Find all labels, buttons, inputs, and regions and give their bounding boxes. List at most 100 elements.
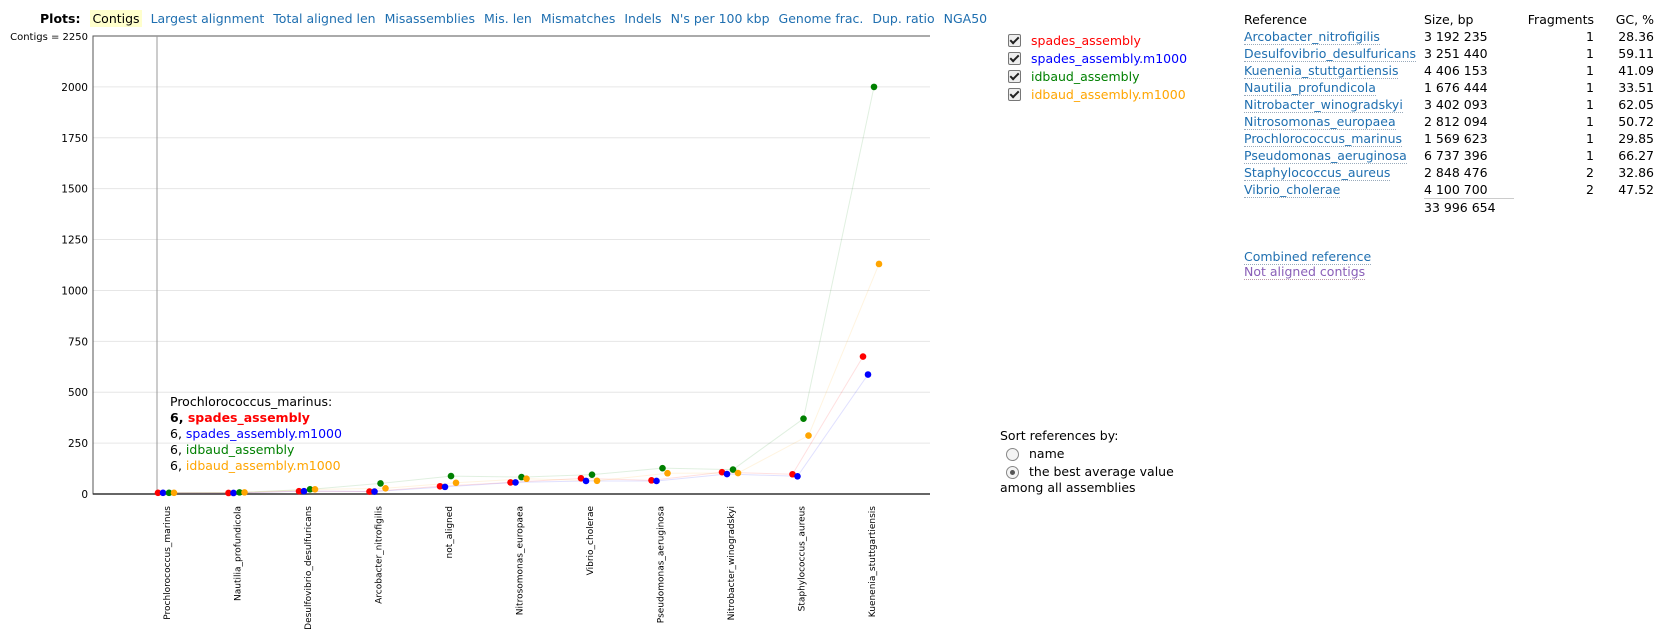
header-gc: GC, %: [1615, 12, 1654, 27]
data-point: [366, 488, 373, 495]
legend-checkbox[interactable]: [1008, 51, 1021, 65]
data-point: [870, 83, 878, 91]
legend: spades_assembly spades_assembly.m1000 idba…: [1008, 31, 1187, 103]
data-point: [377, 480, 384, 487]
tab-dup-ratio[interactable]: Dup. ratio: [872, 11, 935, 26]
not-aligned-contigs-link[interactable]: Not aligned contigs: [1244, 264, 1366, 280]
data-point: [593, 477, 601, 485]
y-tick-label: 1000: [61, 285, 88, 297]
data-point: [300, 487, 308, 495]
reference-link[interactable]: Pseudomonas_aeruginosa: [1244, 148, 1407, 164]
data-point: [664, 469, 671, 477]
tab-genome-frac[interactable]: Genome frac.: [778, 11, 864, 26]
data-point: [582, 477, 590, 485]
data-point: [452, 479, 460, 487]
reference-link[interactable]: Staphylococcus_aureus: [1244, 165, 1391, 181]
y-tick-label: 1250: [61, 235, 88, 247]
tab-nga50[interactable]: NGA50: [943, 11, 988, 26]
data-point: [225, 489, 232, 497]
fragments-cell: 1: [1586, 114, 1594, 129]
reference-name: Nitrobacter_winogradskyi: [1244, 96, 1424, 113]
gc-cell: 62.05: [1618, 97, 1654, 112]
radio-best-average[interactable]: [1006, 465, 1019, 479]
reference-link[interactable]: Nautilia_profundicola: [1244, 80, 1376, 96]
reference-link[interactable]: Vibrio_cholerae: [1244, 182, 1341, 199]
table-row: Nitrosomonas_europaea 2 812 094 1 50.72: [1244, 113, 1654, 130]
combined-reference-link[interactable]: Combined reference: [1244, 249, 1372, 265]
data-point: [723, 470, 731, 478]
tab-indels[interactable]: Indels: [624, 11, 662, 26]
legend-checkbox[interactable]: [1008, 69, 1021, 83]
plots-label: Plots:: [40, 11, 81, 26]
plots-nav: Plots: Contigs Largest alignment Total ali…: [40, 10, 996, 27]
reference-link[interactable]: Prochlorococcus_marinus: [1244, 131, 1403, 147]
tab-largest-alignment[interactable]: Largest alignment: [150, 11, 265, 26]
fragments-cell: 1: [1586, 80, 1594, 95]
data-point: [230, 489, 237, 497]
fragments-cell: 1: [1586, 131, 1594, 146]
y-tick-label: 250: [68, 438, 88, 450]
data-point: [382, 485, 389, 492]
legend-item[interactable]: idbaud_assembly: [1008, 67, 1187, 85]
data-point: [447, 472, 455, 480]
sort-note: among all assemblies: [1000, 480, 1136, 495]
tooltip-line: 6, idbaud_assembly.m1000: [170, 458, 341, 473]
data-point: [436, 482, 444, 490]
y-tick-label: 1750: [61, 133, 88, 145]
sort-option-best[interactable]: the best average value: [1006, 464, 1174, 480]
legend-checkbox[interactable]: [1008, 33, 1021, 47]
size-cell: 3 251 440: [1424, 46, 1488, 61]
legend-label: spades_assembly.m1000: [1031, 50, 1188, 66]
fragments-cell: 2: [1586, 182, 1594, 198]
fragments-cell: 1: [1586, 46, 1594, 61]
data-point: [523, 475, 530, 483]
tooltip-line: 6, spades_assembly: [170, 410, 310, 426]
tab-contigs[interactable]: Contigs: [90, 10, 142, 27]
sort-panel: Sort references by: name the best averag…: [1000, 428, 1174, 496]
reference-link[interactable]: Kuenenia_stuttgartiensis: [1244, 63, 1399, 79]
total-row: 33 996 654: [1244, 198, 1654, 216]
tab-mismatches[interactable]: Mismatches: [540, 11, 616, 26]
data-point: [659, 464, 666, 472]
x-tick-label: Staphylococcus_aureus: [798, 506, 808, 612]
legend-item[interactable]: spades_assembly: [1008, 31, 1187, 49]
reference-link[interactable]: Desulfovibrio_desulfuricans: [1244, 46, 1417, 62]
data-point: [306, 486, 314, 493]
gc-cell: 59.11: [1618, 46, 1654, 61]
reference-link[interactable]: Arcobacter_nitrofigilis: [1244, 29, 1380, 45]
data-point: [165, 489, 173, 497]
tab-total-aligned-len[interactable]: Total aligned len: [273, 11, 376, 26]
data-point: [805, 432, 812, 439]
fragments-cell: 1: [1586, 29, 1594, 44]
data-point: [507, 479, 514, 486]
size-cell: 6 737 396: [1424, 148, 1488, 163]
x-tick-label: Desulfovibrio_desulfuricans: [304, 506, 314, 630]
x-tick-label: Nitrosomonas_europaea: [516, 506, 526, 615]
data-point: [154, 489, 162, 497]
legend-checkbox[interactable]: [1008, 87, 1021, 101]
data-point: [653, 477, 660, 485]
gc-cell: 32.86: [1618, 165, 1654, 180]
data-point: [864, 371, 872, 378]
table-row: Nitrobacter_winogradskyi 3 402 093 1 62.05: [1244, 96, 1654, 113]
tab-n-s-per-100-kbp[interactable]: N's per 100 kbp: [670, 11, 770, 26]
data-point: [859, 353, 867, 360]
data-point: [794, 472, 801, 480]
fragments-cell: 2: [1586, 165, 1594, 180]
sort-option-name[interactable]: name: [1006, 446, 1174, 462]
table-row: Desulfovibrio_desulfuricans 3 251 440 1 59.…: [1244, 45, 1654, 62]
data-point: [588, 471, 596, 478]
size-cell: 3 192 235: [1424, 29, 1488, 44]
reference-table: Reference Size, bp Fragments GC, % Arcob…: [1244, 11, 1654, 216]
data-point: [577, 475, 585, 482]
legend-item[interactable]: spades_assembly.m1000: [1008, 49, 1187, 67]
legend-item[interactable]: idbaud_assembly.m1000: [1008, 85, 1187, 103]
x-tick-label: Prochlorococcus_marinus: [163, 506, 173, 620]
tab-mis-len[interactable]: Mis. len: [484, 11, 532, 26]
data-point: [236, 489, 243, 496]
data-point: [518, 473, 525, 481]
radio-name[interactable]: [1006, 447, 1019, 461]
tab-misassemblies[interactable]: Misassemblies: [384, 11, 476, 26]
reference-link[interactable]: Nitrosomonas_europaea: [1244, 114, 1396, 130]
reference-link[interactable]: Nitrobacter_winogradskyi: [1244, 97, 1403, 113]
